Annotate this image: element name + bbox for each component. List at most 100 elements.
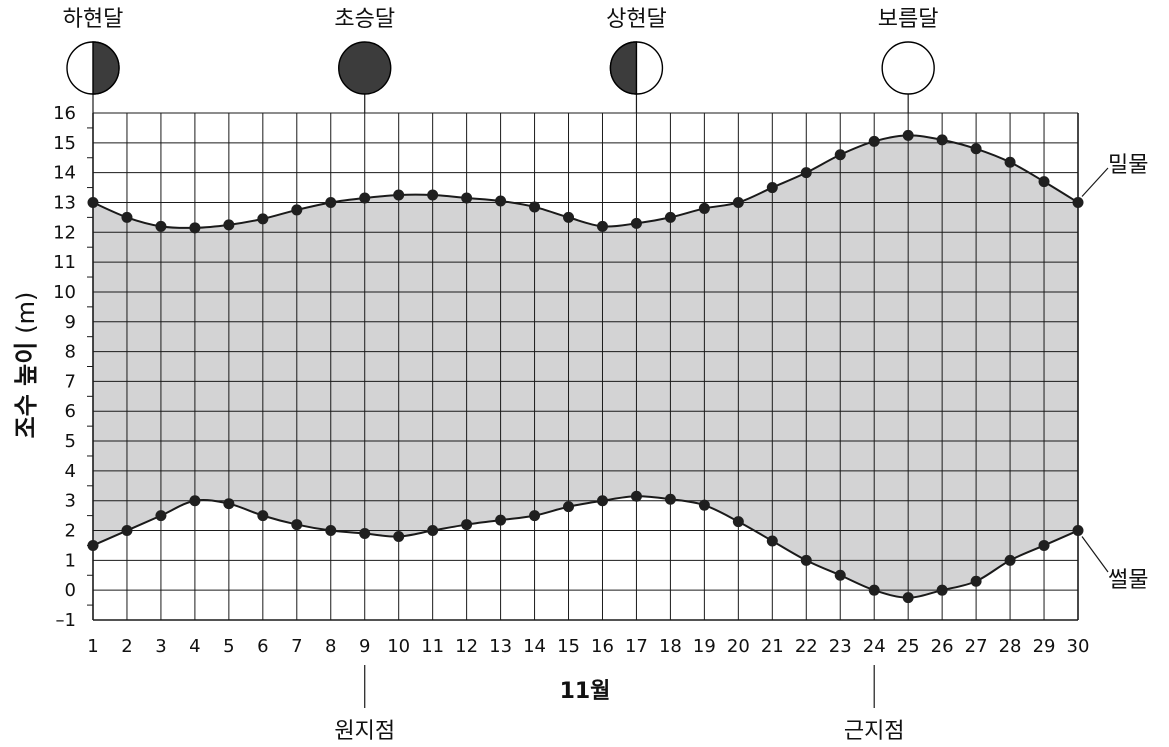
- high-tide-point: [732, 196, 744, 208]
- y-tick-label: 8: [65, 342, 76, 363]
- y-tick-label: 7: [65, 371, 76, 392]
- low-tide-point: [970, 575, 982, 587]
- x-tick-label: 26: [931, 636, 954, 657]
- y-tick-label: 1: [65, 550, 76, 571]
- y-tick-label: 11: [53, 252, 76, 273]
- y-axis-unit: (m): [12, 292, 40, 334]
- x-tick-label: 6: [257, 636, 268, 657]
- x-tick-label: 4: [189, 636, 200, 657]
- low-tide-point: [257, 510, 269, 522]
- x-tick-label: 17: [625, 636, 648, 657]
- low-tide-point: [936, 584, 948, 596]
- high-tide-point: [834, 149, 846, 161]
- low-tide-point: [427, 525, 439, 537]
- x-tick-label: 24: [863, 636, 886, 657]
- moon-phase: 초승달: [334, 7, 395, 113]
- new-moon-icon: [338, 41, 392, 95]
- y-tick-label: 12: [53, 222, 76, 243]
- low-tide-leader: [1081, 536, 1109, 573]
- low-tide-point: [800, 554, 812, 566]
- high-tide-point: [664, 211, 676, 223]
- high-tide-point: [936, 134, 948, 146]
- low-tide-point: [596, 495, 608, 507]
- x-tick-label: 5: [223, 636, 234, 657]
- x-tick-label: 13: [489, 636, 512, 657]
- grid: [87, 112, 1079, 621]
- y-tick-label: 3: [65, 491, 76, 512]
- high-tide-label: 밀물: [1108, 153, 1148, 178]
- x-axis-label: 11월: [560, 679, 611, 704]
- low-tide-point: [630, 490, 642, 502]
- high-tide-point: [359, 192, 371, 204]
- high-tide-point: [223, 219, 235, 231]
- high-tide-point: [630, 217, 642, 229]
- x-tick-label: 25: [897, 636, 920, 657]
- y-axis-label: 조수 높이 (m): [12, 292, 40, 439]
- high-tide-point: [1004, 156, 1016, 168]
- high-tide-point: [121, 211, 133, 223]
- moon-phase: 하현달: [63, 7, 124, 113]
- high-tide-point: [1038, 176, 1050, 188]
- low-tide-point: [834, 569, 846, 581]
- high-tide-point: [868, 135, 880, 147]
- y-tick-label: 6: [65, 401, 76, 422]
- y-tick-label: 14: [53, 163, 76, 184]
- y-tick-label: 15: [53, 133, 76, 154]
- high-tide-point: [189, 222, 201, 234]
- high-tide-point: [970, 143, 982, 155]
- moon-phase-label: 보름달: [878, 7, 939, 32]
- high-tide-point: [291, 204, 303, 216]
- high-tide-point: [427, 189, 439, 201]
- x-tick-label: 9: [359, 636, 370, 657]
- y-tick-label: 10: [53, 282, 76, 303]
- x-tick-label: 8: [325, 636, 336, 657]
- high-tide-point: [902, 129, 914, 141]
- x-tick-label: 12: [455, 636, 478, 657]
- low-tide-point: [325, 525, 337, 537]
- moon-phase-label: 하현달: [63, 7, 124, 32]
- x-tick-label: 15: [557, 636, 580, 657]
- half-moon-icon: [92, 41, 120, 95]
- tide-range-fill: [93, 135, 1078, 598]
- low-tide-point: [529, 510, 541, 522]
- low-tide-point: [664, 493, 676, 505]
- x-tick-label: 30: [1067, 636, 1090, 657]
- high-tide-point: [529, 201, 541, 213]
- x-tick-label: 29: [1033, 636, 1056, 657]
- x-tick-label: 28: [999, 636, 1022, 657]
- high-tide-point: [393, 189, 405, 201]
- low-tide-point: [495, 514, 507, 526]
- x-tick-label: 11: [421, 636, 444, 657]
- y-tick-label: 5: [65, 431, 76, 452]
- low-tide-point: [563, 501, 575, 513]
- low-tide-point: [87, 539, 99, 551]
- moon-phase: 상현달: [606, 7, 667, 113]
- moon-phase-label: 상현달: [606, 7, 667, 32]
- orbit-annotations: 원지점 근지점: [334, 665, 905, 744]
- low-tide-point: [766, 535, 778, 547]
- y-tick-label: 9: [65, 312, 76, 333]
- x-tick-label: 23: [829, 636, 852, 657]
- low-tide-point: [1072, 525, 1084, 537]
- low-tide-point: [461, 519, 473, 531]
- high-tide-point: [495, 195, 507, 207]
- high-tide-point: [596, 220, 608, 232]
- low-tide-point: [121, 525, 133, 537]
- y-tick-label: 2: [65, 521, 76, 542]
- low-tide-point: [359, 528, 371, 540]
- x-tick-label: 14: [523, 636, 546, 657]
- x-tick-label: 1: [87, 636, 98, 657]
- x-tick-label: 16: [591, 636, 614, 657]
- annotation-label: 원지점: [334, 719, 395, 744]
- y-tick-label: 13: [53, 192, 76, 213]
- low-tide-label: 썰물: [1108, 568, 1148, 593]
- y-tick-label: 0: [65, 580, 76, 601]
- x-tick-label: 10: [387, 636, 410, 657]
- moon-phase-label: 초승달: [334, 7, 395, 32]
- x-tick-label: 2: [121, 636, 132, 657]
- high-tide-point: [563, 211, 575, 223]
- low-tide-point: [223, 498, 235, 510]
- tide-range-area: [93, 135, 1078, 598]
